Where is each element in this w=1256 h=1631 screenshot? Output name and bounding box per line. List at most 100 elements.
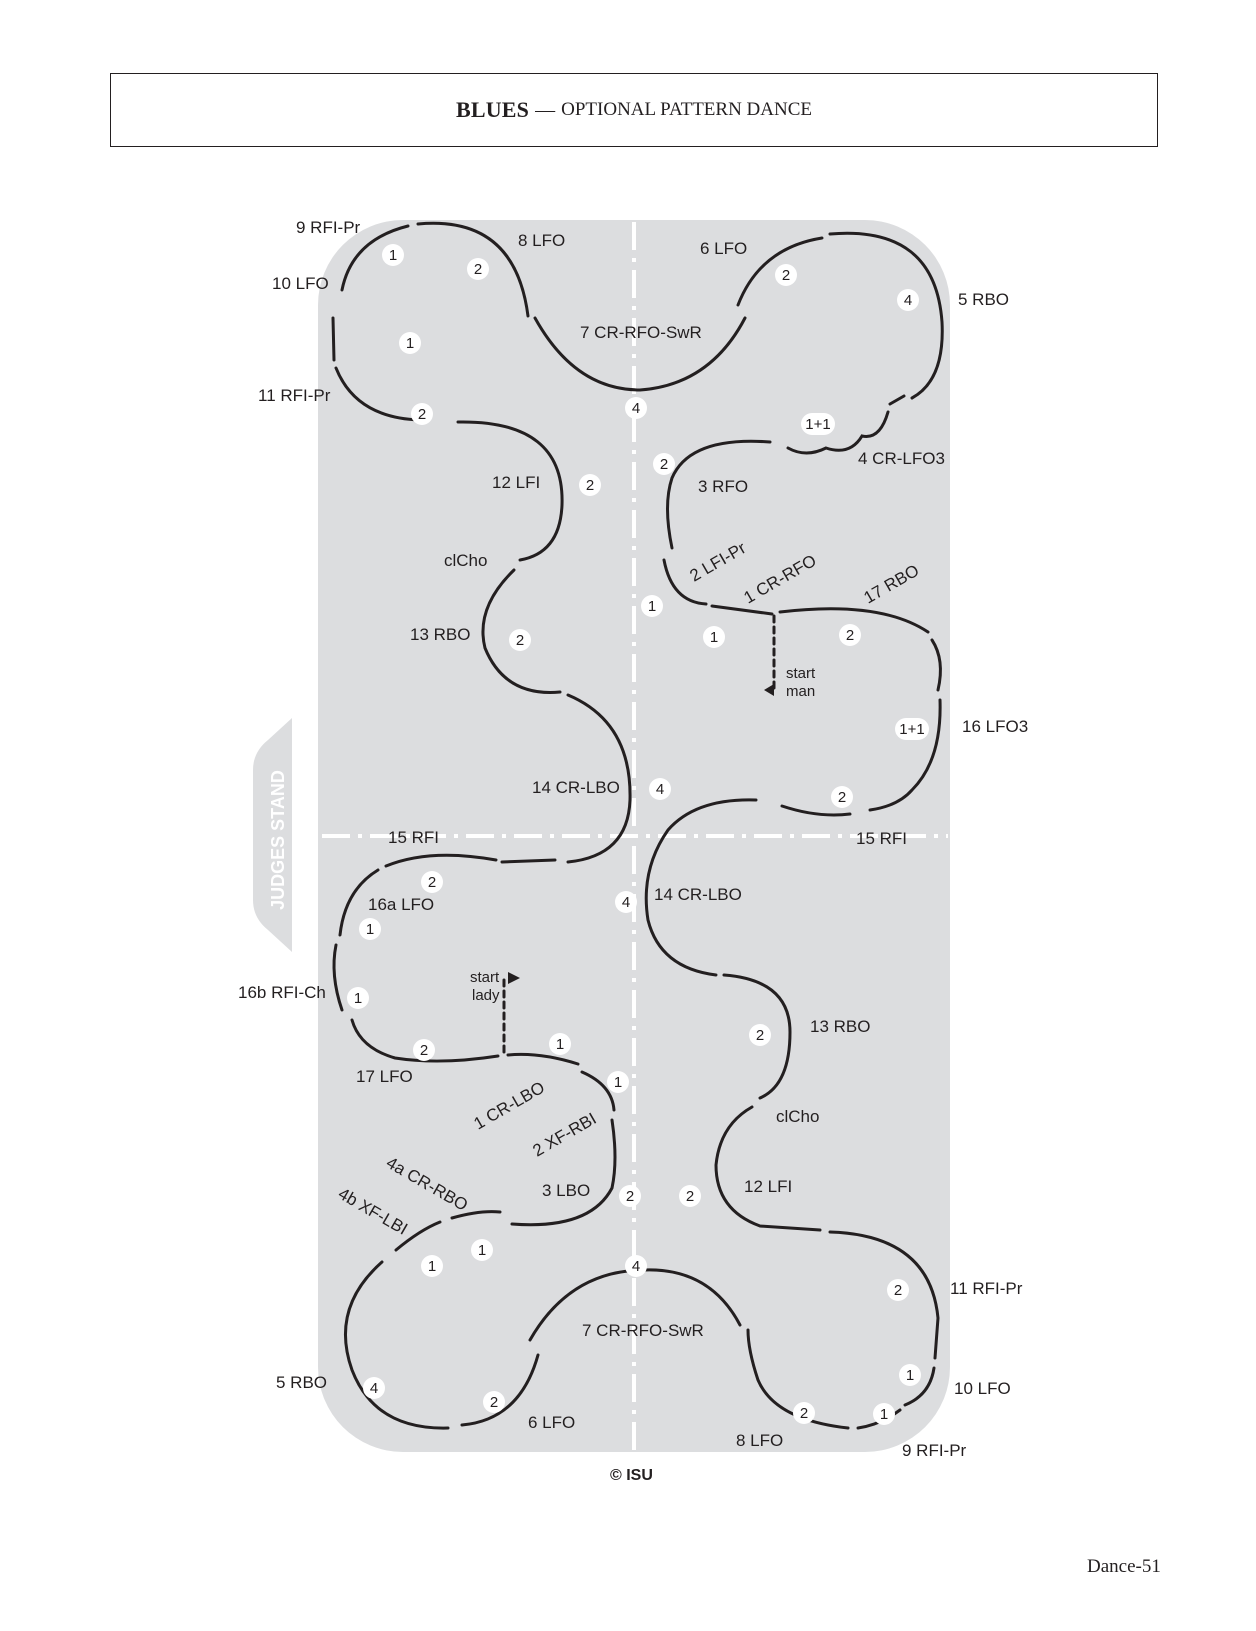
beat-badge: 1 xyxy=(641,595,663,617)
beat-badge-text: 4 xyxy=(622,894,630,911)
beat-badge-bg xyxy=(421,871,443,893)
beat-badge-bg xyxy=(421,1255,443,1277)
beat-badge-text: 2 xyxy=(660,456,668,473)
beat-badge-text: 1 xyxy=(389,247,397,264)
label-3-rfo-top: 3 RFO xyxy=(698,477,748,496)
beat-badge: 1 xyxy=(359,918,381,940)
beat-badge-text: 1 xyxy=(406,335,414,352)
beat-badge-text: 2 xyxy=(516,632,524,649)
beat-badge-bg xyxy=(359,918,381,940)
beat-badge: 4 xyxy=(615,891,637,913)
beat-badge-bg xyxy=(653,453,675,475)
beat-badge-text: 1 xyxy=(556,1036,564,1053)
page-header: BLUES — OPTIONAL PATTERN DANCE xyxy=(110,73,1158,147)
beat-badge-text: 1 xyxy=(428,1258,436,1275)
beat-badge: 1+1 xyxy=(895,718,929,740)
beat-badge: 2 xyxy=(749,1024,771,1046)
label-12-lfi-bottom: 12 LFI xyxy=(744,1177,792,1196)
page-number: Dance-51 xyxy=(1087,1556,1161,1577)
beat-badge-bg xyxy=(509,629,531,651)
beat-badge-bg xyxy=(467,258,489,280)
beat-badge-text: 1 xyxy=(614,1074,622,1091)
beat-badge-bg xyxy=(625,1255,647,1277)
beat-badge: 2 xyxy=(411,403,433,425)
beat-badge-text: 1 xyxy=(906,1367,914,1384)
dance-title: BLUES xyxy=(455,97,530,122)
beat-badge: 2 xyxy=(483,1391,505,1413)
beat-badge: 2 xyxy=(679,1185,701,1207)
beat-badge: 1 xyxy=(549,1033,571,1055)
beat-badge-text: 1 xyxy=(354,990,362,1007)
beat-badge: 1 xyxy=(607,1071,629,1093)
beat-badge-bg xyxy=(399,332,421,354)
label-14-cr-lbo-top: 14 CR-LBO xyxy=(532,778,620,797)
label-clcho-top: clCho xyxy=(444,551,487,570)
beat-badge-text: 1 xyxy=(648,598,656,615)
beat-badge-text: 1 xyxy=(710,629,718,646)
beat-badge-text: 2 xyxy=(686,1188,694,1205)
beat-badge: 4 xyxy=(649,778,671,800)
beat-badge-text: 2 xyxy=(626,1188,634,1205)
beat-badge-text: 1 xyxy=(880,1406,888,1423)
beat-badge-bg xyxy=(363,1377,385,1399)
label-14-cr-lbo-bottom: 14 CR-LBO xyxy=(654,885,742,904)
beat-badge-text: 1+1 xyxy=(805,416,830,433)
label-11-rfi-pr-bottom: 11 RFI-Pr xyxy=(950,1279,1023,1298)
beat-badge-text: 2 xyxy=(838,789,846,806)
beat-badge-bg xyxy=(471,1239,493,1261)
label-4-cr-lfo3: 4 CR-LFO3 xyxy=(858,449,945,468)
label-9-rfi-pr-top: 9 RFI-Pr xyxy=(296,218,361,237)
beat-badge-bg xyxy=(749,1024,771,1046)
beat-badge: 2 xyxy=(619,1185,641,1207)
beat-badge-text: 2 xyxy=(800,1405,808,1422)
label-clcho-bottom: clCho xyxy=(776,1107,819,1126)
beat-badge-bg xyxy=(549,1033,571,1055)
copyright-label: © ISU xyxy=(610,1467,653,1484)
beat-badge-bg xyxy=(483,1391,505,1413)
beat-badge-bg xyxy=(831,786,853,808)
beat-badge-bg xyxy=(793,1402,815,1424)
beat-badge-bg xyxy=(347,987,369,1009)
beat-badge: 2 xyxy=(421,871,443,893)
beat-badge: 1 xyxy=(421,1255,443,1277)
beat-badge: 1 xyxy=(347,987,369,1009)
beat-badge-text: 1 xyxy=(366,921,374,938)
beat-badge-text: 4 xyxy=(904,292,912,309)
label-15-rfi-right: 15 RFI xyxy=(856,829,907,848)
beat-badge-text: 2 xyxy=(782,267,790,284)
dance-subtitle: OPTIONAL PATTERN DANCE xyxy=(561,99,813,120)
label-13-rbo-bottom: 13 RBO xyxy=(810,1017,870,1036)
beat-badge: 1 xyxy=(703,626,725,648)
beat-badge-text: 2 xyxy=(846,627,854,644)
beat-badge-bg xyxy=(625,397,647,419)
beat-badge-bg xyxy=(579,474,601,496)
beat-badge-bg xyxy=(703,626,725,648)
beat-badge-bg xyxy=(615,891,637,913)
label-6-lfo-bottom: 6 LFO xyxy=(528,1413,575,1432)
beat-badge: 2 xyxy=(653,453,675,475)
beat-badge: 2 xyxy=(413,1039,435,1061)
label-10-lfo-top: 10 LFO xyxy=(272,274,329,293)
beat-badge-bg xyxy=(899,1364,921,1386)
label-17-lfo: 17 LFO xyxy=(356,1067,413,1086)
beat-badge: 2 xyxy=(831,786,853,808)
label-16a-lfo: 16a LFO xyxy=(368,895,434,914)
label-7-cr-rfo-swr-top: 7 CR-RFO-SwR xyxy=(580,323,702,342)
beat-badge-text: 4 xyxy=(632,1258,640,1275)
label-16-lfo3: 16 LFO3 xyxy=(962,717,1028,736)
start-man-line2: man xyxy=(786,683,815,700)
beat-badge-bg xyxy=(873,1403,895,1425)
start-man-line1: start xyxy=(786,665,816,682)
beat-badge: 1 xyxy=(899,1364,921,1386)
beat-badge-bg xyxy=(801,413,835,435)
beat-badge-text: 2 xyxy=(490,1394,498,1411)
label-8-lfo-bottom: 8 LFO xyxy=(736,1431,783,1450)
beat-badge-text: 2 xyxy=(756,1027,764,1044)
beat-badge-text: 1 xyxy=(478,1242,486,1259)
beat-badge-text: 2 xyxy=(474,261,482,278)
beat-badge: 2 xyxy=(579,474,601,496)
start-lady-line1: start xyxy=(470,969,500,986)
label-9-rfi-pr-bottom: 9 RFI-Pr xyxy=(902,1441,967,1460)
beat-badge: 1 xyxy=(873,1403,895,1425)
